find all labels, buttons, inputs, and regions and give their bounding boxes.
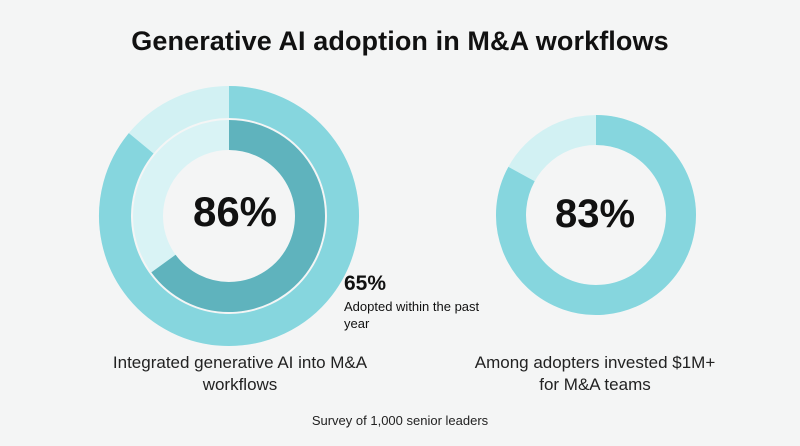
- survey-source: Survey of 1,000 senior leaders: [311, 413, 489, 428]
- outer-ring-slice: [99, 86, 359, 346]
- investment-ring-slice: [496, 115, 696, 315]
- recent-adoption-label: Adopted within the past year: [344, 299, 480, 331]
- adoption-center-value: 86%: [192, 188, 278, 235]
- investment-center-value: 83%: [554, 192, 636, 236]
- recent-adoption-value: 65%: [344, 272, 387, 295]
- donut-chart-adoption: [99, 86, 359, 346]
- inner-ring-slice: [151, 120, 325, 312]
- donut-chart-investment: [496, 115, 696, 315]
- chart-title: Generative AI adoption in M&A workflows: [131, 26, 669, 56]
- adoption-caption: Integrated generative AI into M&A workfl…: [112, 353, 368, 394]
- investment-caption: Among adopters invested $1M+ for M&A tea…: [474, 353, 716, 394]
